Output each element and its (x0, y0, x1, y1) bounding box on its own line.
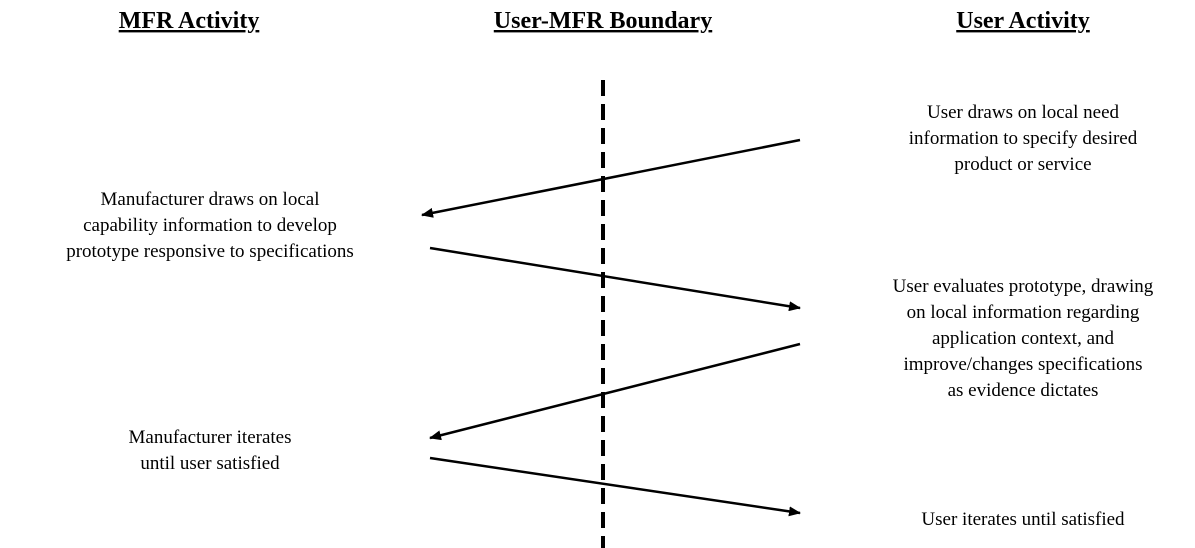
node-text: as evidence dictates (948, 380, 1099, 401)
node-text: Manufacturer iterates (129, 427, 292, 448)
column-header: User-MFR Boundary (494, 8, 712, 34)
node-text: application context, and (932, 328, 1115, 349)
nodes: User draws on local need information to s… (66, 102, 1154, 530)
arrow (421, 138, 801, 218)
node-text: improve/changes specifications (903, 354, 1142, 375)
node-text: User draws on local need (927, 102, 1120, 123)
arrow (429, 342, 801, 441)
arrows (421, 138, 801, 517)
arrow (429, 246, 801, 312)
node-text: capability information to develop (83, 215, 337, 236)
node-text: User iterates until satisfied (921, 509, 1125, 530)
node-text: User evaluates prototype, drawing (893, 276, 1154, 297)
node-text: prototype responsive to specifications (66, 241, 354, 262)
node-text: Manufacturer draws on local (101, 189, 320, 210)
node-text: product or service (954, 154, 1091, 175)
node-text: until user satisfied (140, 453, 280, 474)
arrow (429, 456, 801, 517)
node-text: information to specify desired (909, 128, 1138, 149)
column-header: User Activity (956, 8, 1090, 34)
node-text: on local information regarding (907, 302, 1140, 323)
column-header: MFR Activity (119, 8, 260, 34)
